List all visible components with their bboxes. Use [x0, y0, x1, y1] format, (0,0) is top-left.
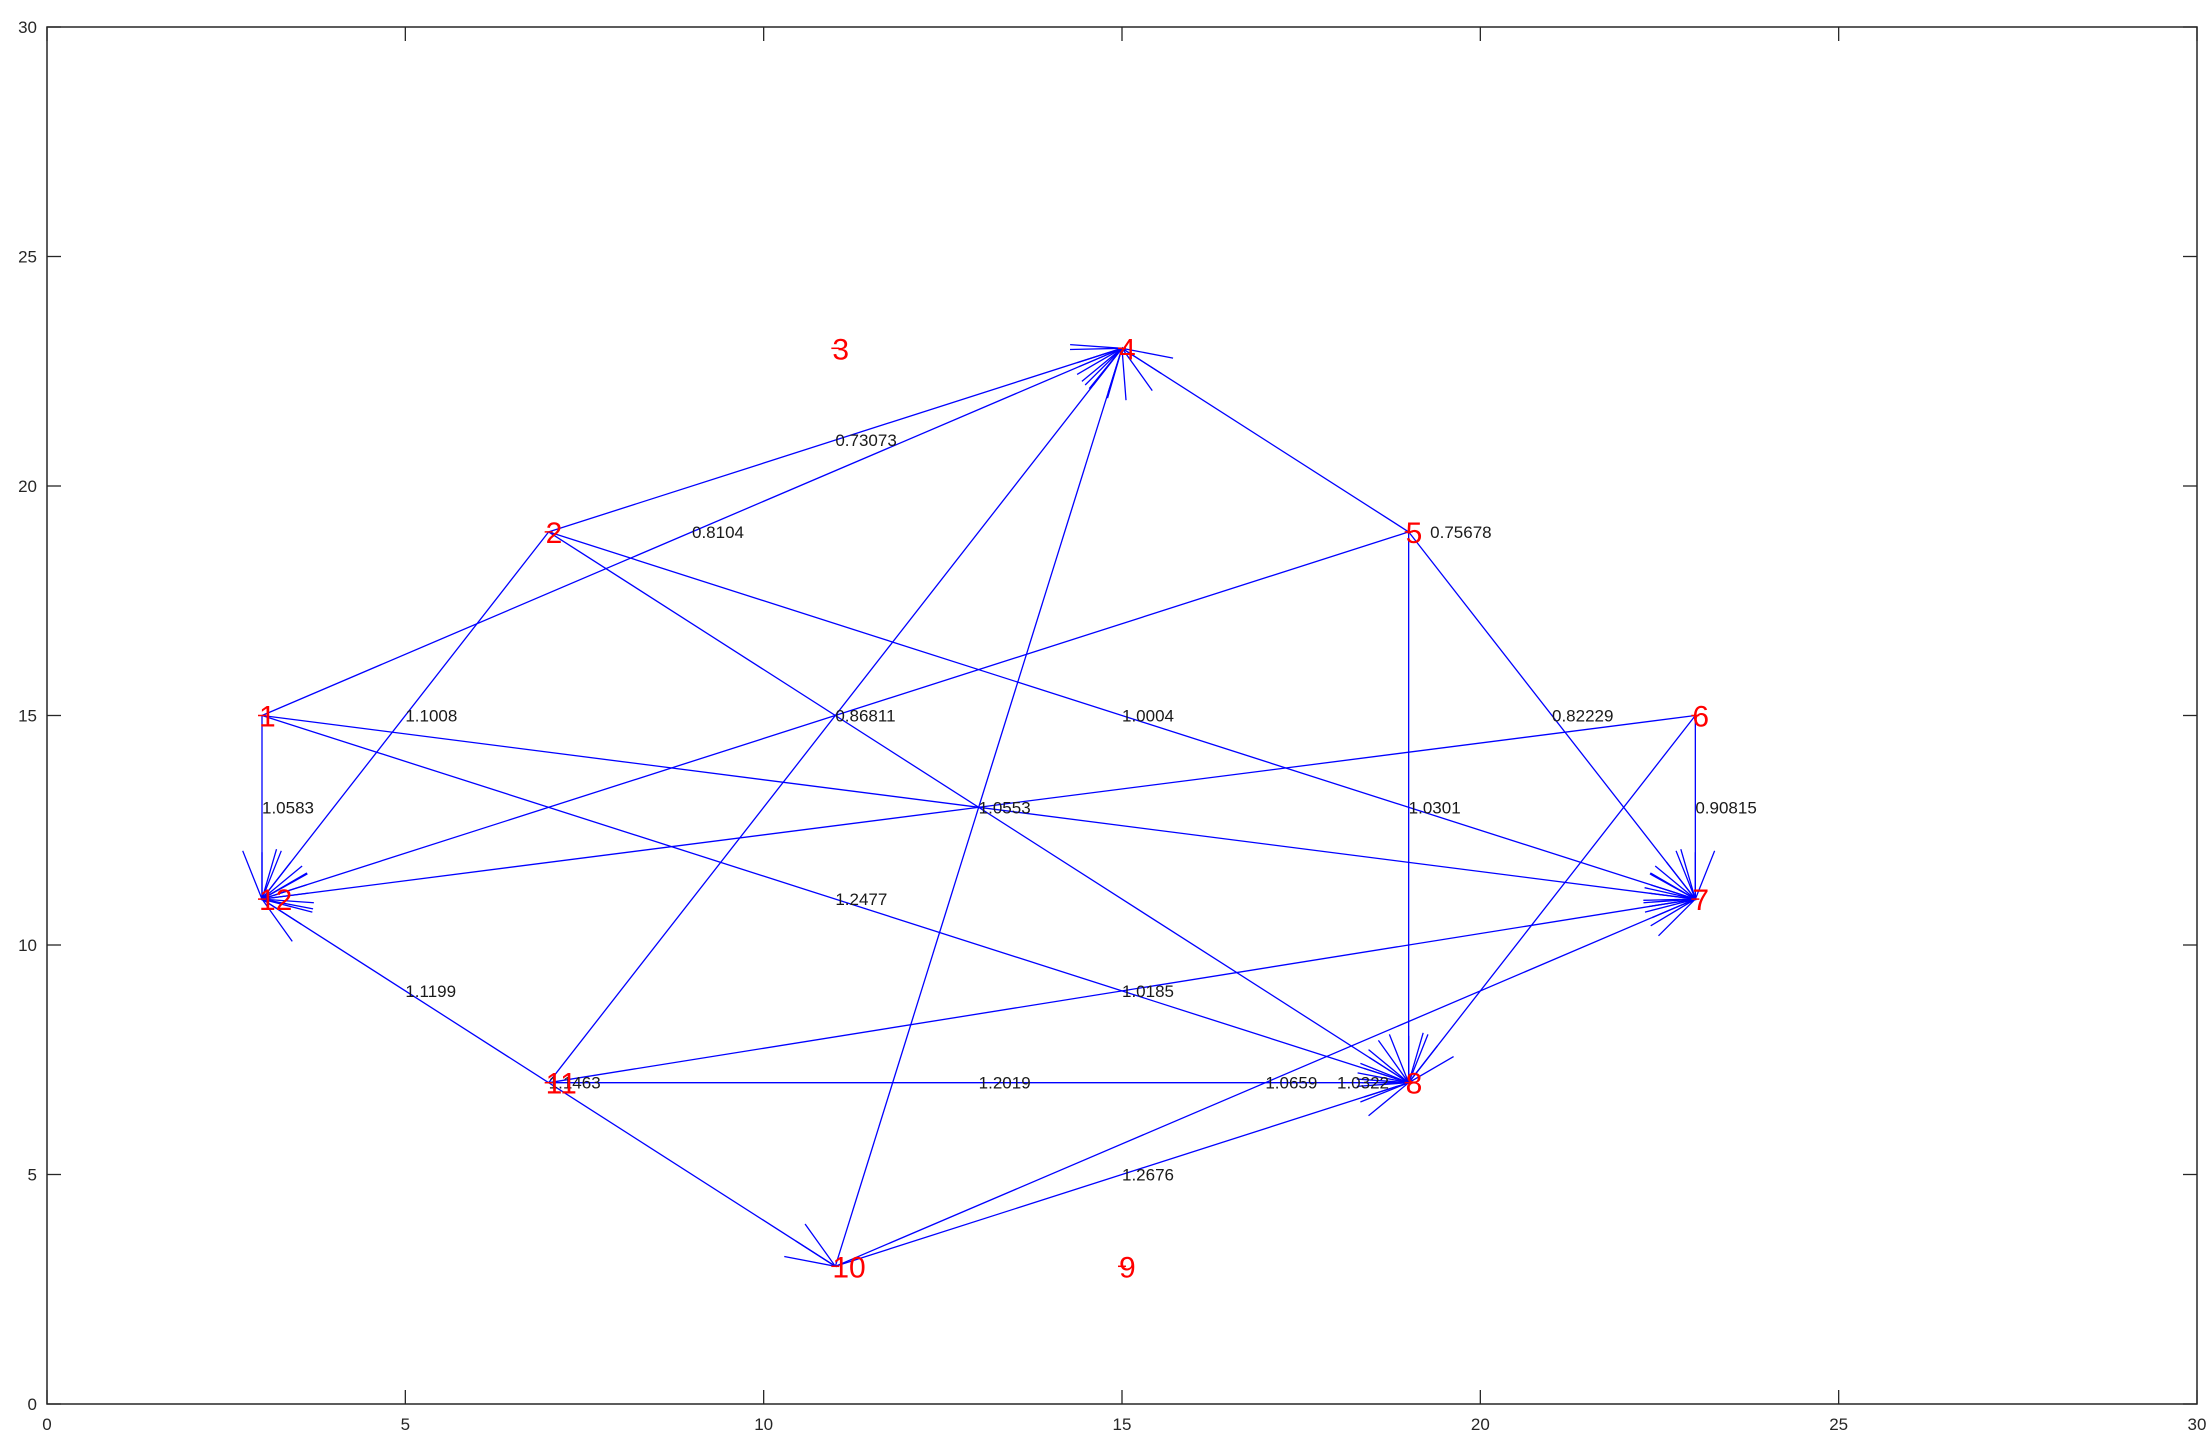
edge-line — [1408, 531, 1696, 900]
edge-weight-label: 1.2019 — [979, 1074, 1031, 1093]
node-1: 1 — [258, 701, 276, 734]
edge-weight-label: 0.8104 — [692, 523, 744, 542]
x-tick-label: 20 — [1471, 1415, 1490, 1434]
edge-line — [548, 347, 1123, 533]
edge-line — [261, 531, 550, 900]
node-3: 3 — [831, 333, 849, 366]
y-tick-label: 20 — [18, 477, 37, 496]
x-tick-label: 0 — [42, 1415, 51, 1434]
x-tick-label: 10 — [754, 1415, 773, 1434]
edge-weight-label: 0.82229 — [1552, 707, 1613, 726]
edge-weight-label: 0.73073 — [835, 431, 896, 450]
edge-line — [261, 714, 1409, 1084]
edge-weight-label: 1.1008 — [405, 707, 457, 726]
edge-weight-label: 1.0185 — [1122, 982, 1174, 1001]
node-11: 11 — [544, 1068, 577, 1101]
node-5: 5 — [1404, 517, 1423, 550]
node-10: 10 — [831, 1251, 866, 1284]
edge-weight-label: 1.0004 — [1122, 707, 1174, 726]
y-tick-label: 10 — [18, 936, 37, 955]
node-label: 1 — [259, 701, 276, 734]
edge-labels-layer: 0.73073 0.8104 0.82229 1.0301 0.90815 1.1008 1… — [262, 431, 1757, 1184]
node-label: 5 — [1406, 517, 1423, 550]
edge-line — [548, 898, 1696, 1084]
edge-line — [261, 347, 1123, 717]
node-4: 4 — [1118, 333, 1136, 366]
node-label: 12 — [259, 884, 292, 917]
x-tick-label: 25 — [1829, 1415, 1848, 1434]
edge-line — [1121, 347, 1410, 533]
edge-line — [1408, 715, 1696, 1084]
y-tick-label: 15 — [18, 707, 37, 726]
node-label: 10 — [832, 1251, 865, 1284]
edge-weight-label: 1.1199 — [405, 982, 456, 1001]
x-tick-label: 30 — [2188, 1415, 2207, 1434]
node-label: 3 — [832, 333, 849, 366]
y-tick-label: 0 — [28, 1395, 37, 1414]
node-label: 8 — [1406, 1068, 1423, 1101]
y-tick-label: 5 — [28, 1166, 37, 1185]
edge-weight-label: 0.90815 — [1695, 798, 1756, 817]
edge-line — [548, 531, 1696, 900]
edge-weight-label: 1.2477 — [835, 890, 887, 909]
node-2: 2 — [544, 517, 563, 550]
annotation-label: 1.0322 — [1337, 1074, 1389, 1093]
node-label: 6 — [1692, 701, 1709, 734]
edge-line — [835, 898, 1696, 1267]
node-label: 11 — [546, 1068, 577, 1101]
edge-line — [548, 347, 1123, 1084]
node-7: 7 — [1691, 884, 1709, 917]
edge-line — [835, 1082, 1409, 1267]
edges-layer — [242, 344, 1716, 1268]
node-label: 4 — [1119, 333, 1136, 366]
x-tick-label: 15 — [1113, 1415, 1132, 1434]
y-tick-label: 30 — [18, 18, 37, 37]
edge-line — [261, 898, 550, 1084]
edge-weight-label: 1.0583 — [262, 798, 314, 817]
node-label: 9 — [1119, 1251, 1136, 1284]
annotation-label: 1.1463 — [549, 1074, 601, 1093]
node-6: 6 — [1691, 701, 1709, 734]
y-tick-label: 25 — [18, 248, 37, 267]
x-tick-label: 5 — [401, 1415, 410, 1434]
node-8: 8 — [1404, 1068, 1423, 1101]
node-9: 9 — [1118, 1251, 1136, 1284]
node-label: 7 — [1692, 884, 1709, 917]
edge-weight-label: 1.0301 — [1409, 798, 1461, 817]
edge-weight-label: 1.2676 — [1122, 1166, 1174, 1185]
node-12: 12 — [258, 884, 292, 917]
edge-weight-label: 1.0659 — [1265, 1074, 1317, 1093]
edge-line — [548, 1082, 836, 1267]
annotation-label: 0.75678 — [1430, 523, 1491, 542]
annotation-label: 1.0553 — [979, 798, 1031, 817]
node-label: 2 — [546, 517, 563, 550]
edge-line — [834, 348, 1123, 1267]
annotation-label: 0.86811 — [835, 707, 895, 726]
